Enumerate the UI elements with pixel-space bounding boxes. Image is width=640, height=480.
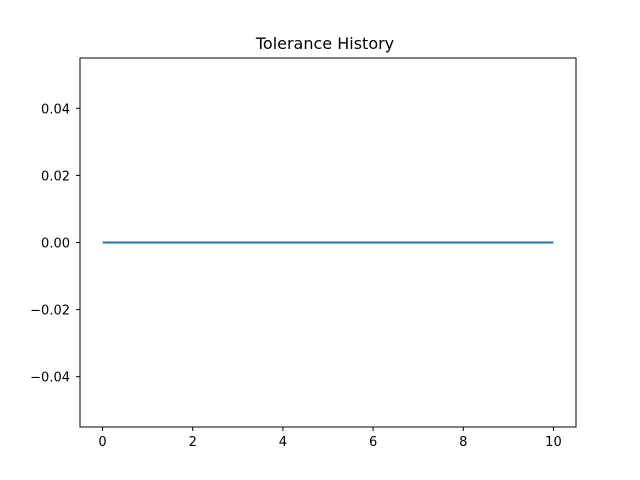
y-tick-label: 0.04 bbox=[41, 102, 70, 117]
x-tick-label: 8 bbox=[459, 435, 467, 450]
x-tick-label: 6 bbox=[369, 435, 377, 450]
x-tick-label: 0 bbox=[98, 435, 106, 450]
y-tick-label: −0.02 bbox=[30, 304, 70, 319]
y-tick-label: −0.04 bbox=[30, 371, 70, 386]
y-tick-label: 0.02 bbox=[41, 169, 70, 184]
plot-area: 0 2 4 6 8 10 0.04 0.02 0.00 −0.02 −0.04 bbox=[30, 102, 562, 450]
x-tick-label: 2 bbox=[189, 435, 197, 450]
axes-frame bbox=[79, 57, 577, 428]
chart-title: Tolerance History bbox=[255, 34, 394, 53]
x-tick-label: 4 bbox=[279, 435, 287, 450]
y-tick-label: 0.00 bbox=[41, 237, 70, 252]
x-tick-label: 10 bbox=[545, 435, 562, 450]
